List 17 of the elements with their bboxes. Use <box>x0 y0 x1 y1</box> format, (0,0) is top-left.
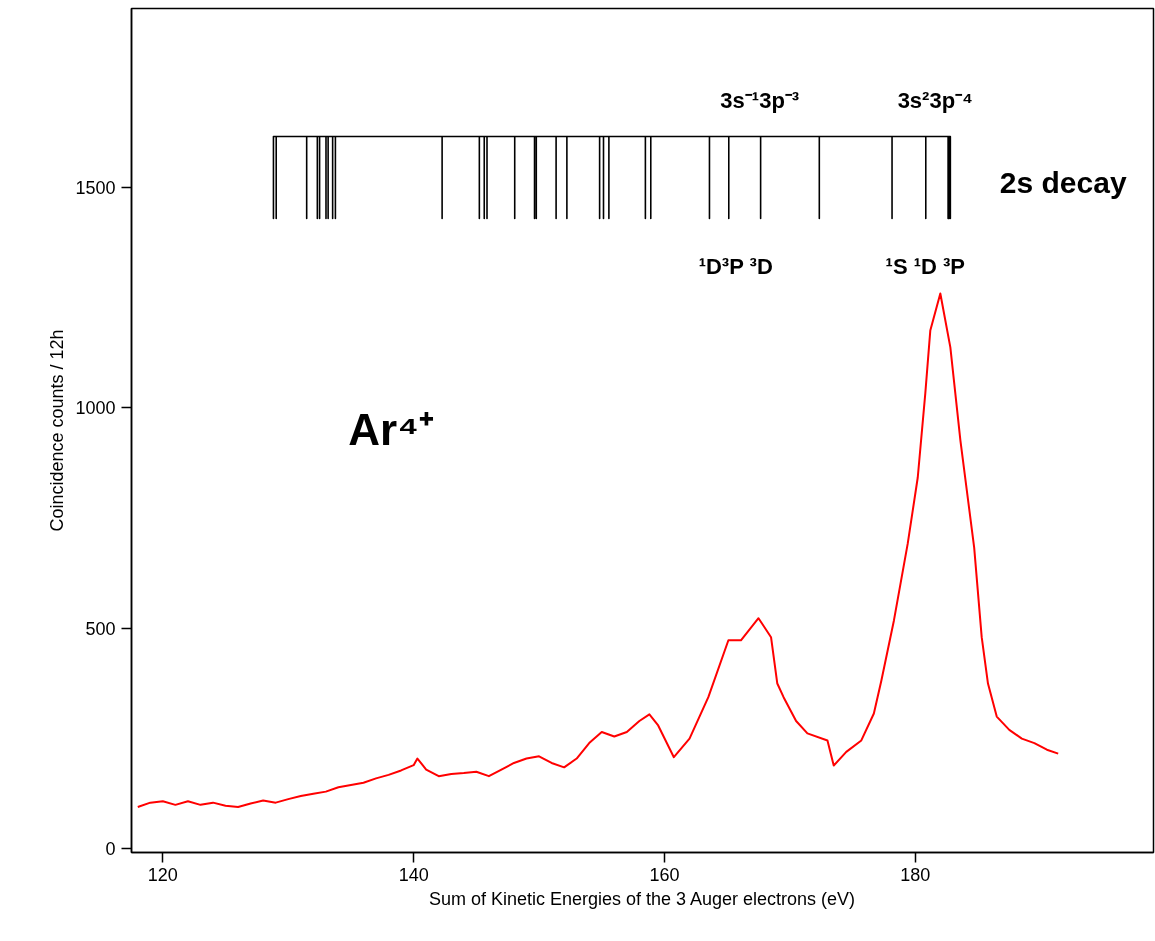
annotation: ¹S ¹D ³P <box>885 254 966 280</box>
x-tick-label: 120 <box>147 864 178 885</box>
annotation: 3s⁻¹3p⁻³ <box>720 87 800 113</box>
annotation: 3s²3p⁻⁴ <box>897 87 973 113</box>
y-tick-label: 500 <box>85 618 116 639</box>
x-axis-title: Sum of Kinetic Energies of the 3 Auger electrons (eV) <box>428 888 856 909</box>
annotation: Ar⁴⁺ <box>348 405 434 455</box>
y-tick-label: 1000 <box>75 398 116 419</box>
annotation: 2s decay <box>999 166 1127 200</box>
x-tick-label: 160 <box>649 864 680 885</box>
x-tick-label: 180 <box>900 864 931 885</box>
line-series <box>136 292 1060 809</box>
y-axis-title: Coincidence counts / 12h <box>47 329 68 532</box>
y-tick-label: 1500 <box>75 177 116 198</box>
y-tick-label: 0 <box>105 839 116 860</box>
x-tick-label: 140 <box>398 864 429 885</box>
annotation: ¹D³P ³D <box>698 254 773 280</box>
